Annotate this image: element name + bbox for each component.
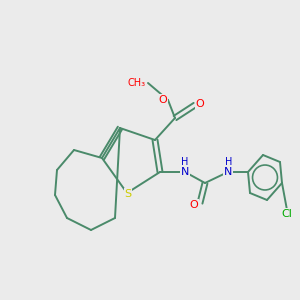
Text: H: H xyxy=(181,157,189,167)
Text: O: O xyxy=(196,99,204,109)
Text: N: N xyxy=(181,167,189,177)
Text: O: O xyxy=(159,95,167,105)
Text: H: H xyxy=(225,157,233,167)
Text: CH₃: CH₃ xyxy=(128,78,146,88)
Text: S: S xyxy=(124,189,132,199)
Text: O: O xyxy=(190,200,198,210)
Text: N: N xyxy=(224,167,232,177)
Text: Cl: Cl xyxy=(282,209,292,219)
